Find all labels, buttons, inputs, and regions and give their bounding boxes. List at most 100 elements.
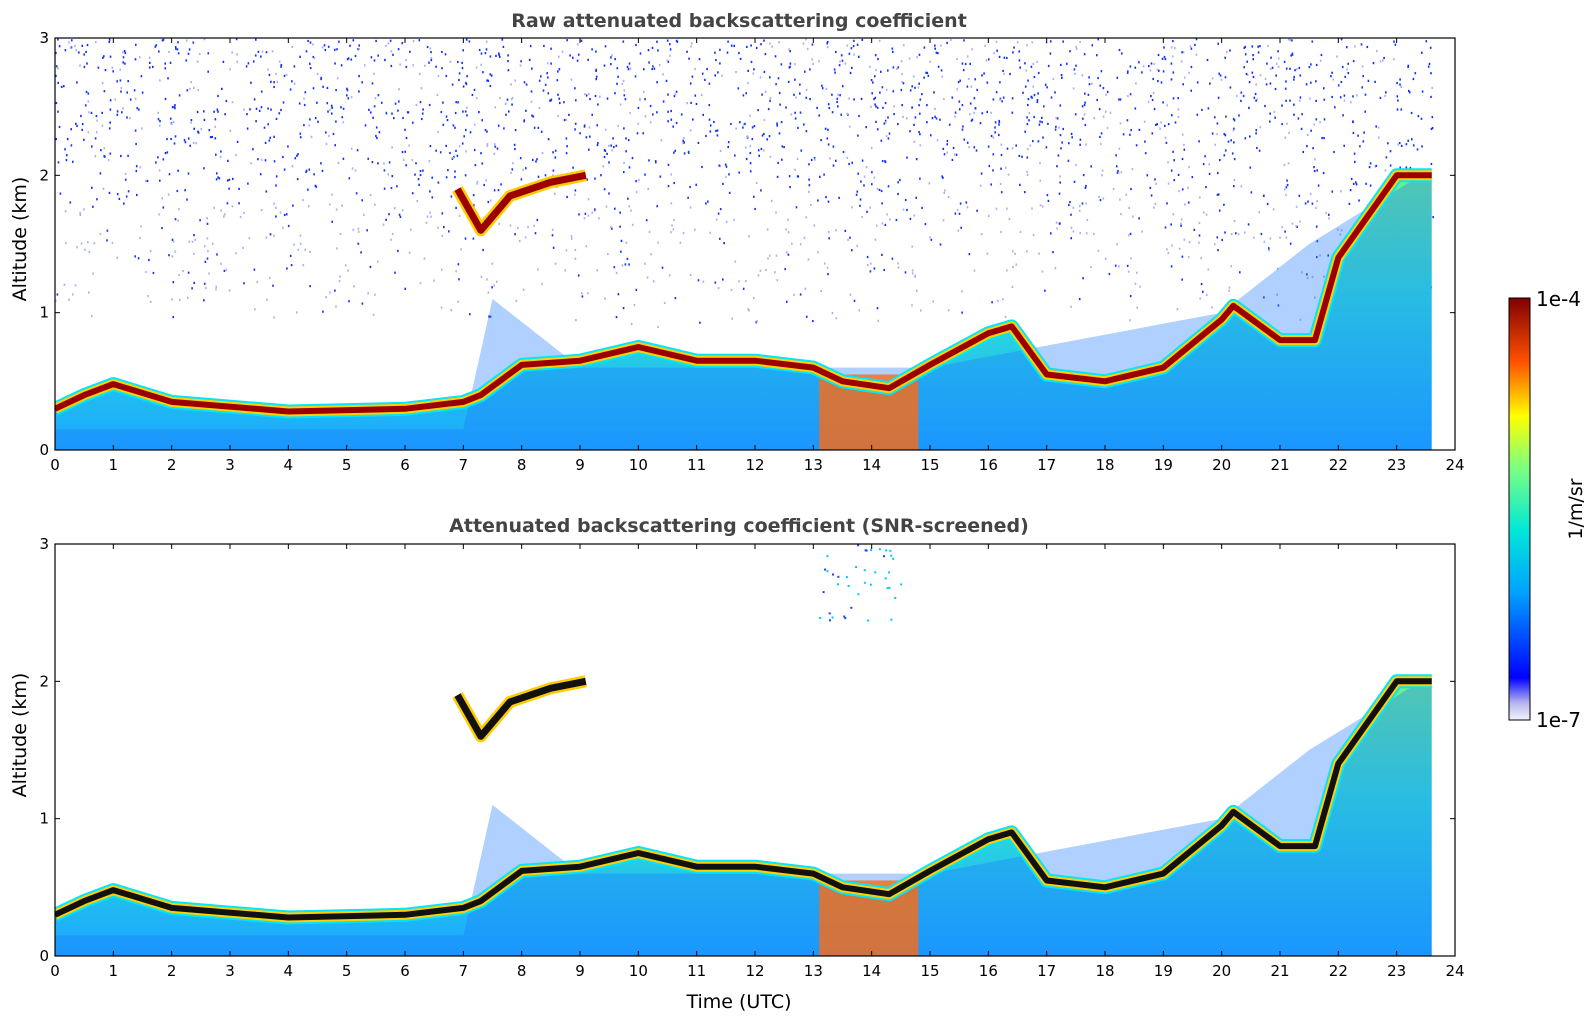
noise-pixel <box>1246 73 1249 76</box>
noise-pixel <box>789 65 791 68</box>
noise-pixel <box>159 120 161 123</box>
noise-pixel <box>1101 174 1103 177</box>
noise-pixel <box>342 157 345 160</box>
noise-pixel <box>622 307 625 310</box>
noise-pixel <box>473 148 476 152</box>
noise-pixel <box>383 187 386 190</box>
noise-pixel <box>161 197 163 200</box>
noise-pixel <box>485 48 488 51</box>
noise-pixel <box>394 271 396 274</box>
noise-pixel <box>837 93 839 96</box>
noise-pixel <box>313 173 315 176</box>
noise-pixel <box>353 285 355 288</box>
noise-pixel <box>778 41 780 44</box>
noise-pixel <box>642 132 644 135</box>
noise-pixel <box>283 213 286 217</box>
noise-pixel <box>520 60 522 63</box>
noise-pixel <box>224 113 226 116</box>
noise-pixel <box>411 159 414 162</box>
noise-pixel <box>1079 40 1081 44</box>
noise-pixel <box>1198 140 1200 143</box>
noise-pixel <box>226 179 229 182</box>
noise-pixel <box>116 110 119 113</box>
noise-pixel <box>1004 166 1007 169</box>
noise-pixel <box>596 124 598 127</box>
noise-pixel <box>1049 40 1052 43</box>
noise-pixel <box>159 179 161 182</box>
noise-pixel <box>373 59 376 62</box>
noise-pixel <box>637 106 640 109</box>
noise-pixel <box>565 118 567 121</box>
noise-pixel <box>229 68 231 71</box>
noise-pixel <box>433 279 435 282</box>
noise-pixel <box>129 98 132 101</box>
noise-pixel <box>591 48 593 51</box>
noise-pixel <box>1069 50 1071 53</box>
noise-pixel <box>1136 306 1138 309</box>
noise-pixel <box>676 40 679 43</box>
noise-pixel <box>1281 226 1283 229</box>
noise-pixel <box>1032 140 1034 143</box>
noise-pixel <box>290 264 293 267</box>
noise-pixel <box>689 206 692 209</box>
noise-pixel <box>1398 142 1401 145</box>
noise-pixel <box>701 72 704 75</box>
noise-pixel <box>807 258 810 261</box>
noise-pixel <box>85 50 87 53</box>
noise-pixel <box>193 127 195 130</box>
noise-pixel <box>250 162 252 165</box>
noise-pixel <box>1251 45 1254 48</box>
noise-pixel <box>918 131 920 134</box>
noise-pixel <box>346 58 349 61</box>
noise-pixel <box>405 136 408 140</box>
noise-pixel <box>754 207 756 211</box>
noise-pixel <box>157 111 159 114</box>
noise-pixel <box>1043 105 1045 108</box>
noise-pixel <box>714 281 717 284</box>
noise-pixel <box>961 104 964 107</box>
noise-pixel <box>1171 114 1173 117</box>
noise-pixel <box>235 252 237 255</box>
noise-pixel <box>1431 116 1434 119</box>
noise-pixel <box>1316 169 1318 172</box>
noise-pixel <box>204 260 207 263</box>
noise-pixel <box>126 116 128 119</box>
noise-pixel <box>843 615 846 618</box>
noise-pixel <box>507 69 510 72</box>
noise-pixel <box>454 126 456 129</box>
noise-pixel <box>682 139 684 142</box>
noise-pixel <box>588 148 590 151</box>
noise-pixel <box>692 118 694 121</box>
noise-pixel <box>1118 265 1120 268</box>
noise-pixel <box>109 152 112 155</box>
noise-pixel <box>458 78 460 82</box>
noise-pixel <box>863 175 866 178</box>
noise-pixel <box>1360 43 1363 46</box>
x-tick-label: 10 <box>629 962 648 980</box>
noise-pixel <box>141 127 143 130</box>
noise-pixel <box>186 89 189 92</box>
noise-pixel <box>1309 192 1312 196</box>
noise-pixel <box>1200 257 1202 260</box>
noise-pixel <box>892 90 895 93</box>
noise-pixel <box>354 169 357 172</box>
noise-pixel <box>937 52 939 55</box>
noise-pixel <box>96 198 98 201</box>
noise-pixel <box>189 87 191 90</box>
noise-pixel <box>334 62 336 65</box>
noise-pixel <box>812 62 814 65</box>
noise-pixel <box>802 42 805 45</box>
noise-pixel <box>753 68 755 71</box>
noise-pixel <box>476 182 478 185</box>
noise-pixel <box>763 132 765 136</box>
noise-pixel <box>1085 232 1088 235</box>
noise-pixel <box>889 218 891 221</box>
y-axis-label: Altitude (km) <box>9 177 31 302</box>
noise-pixel <box>1032 234 1035 237</box>
noise-pixel <box>670 173 672 176</box>
noise-pixel <box>178 94 181 97</box>
noise-pixel <box>876 128 879 131</box>
noise-pixel <box>216 108 219 111</box>
noise-pixel <box>902 208 905 211</box>
noise-pixel <box>622 79 625 82</box>
